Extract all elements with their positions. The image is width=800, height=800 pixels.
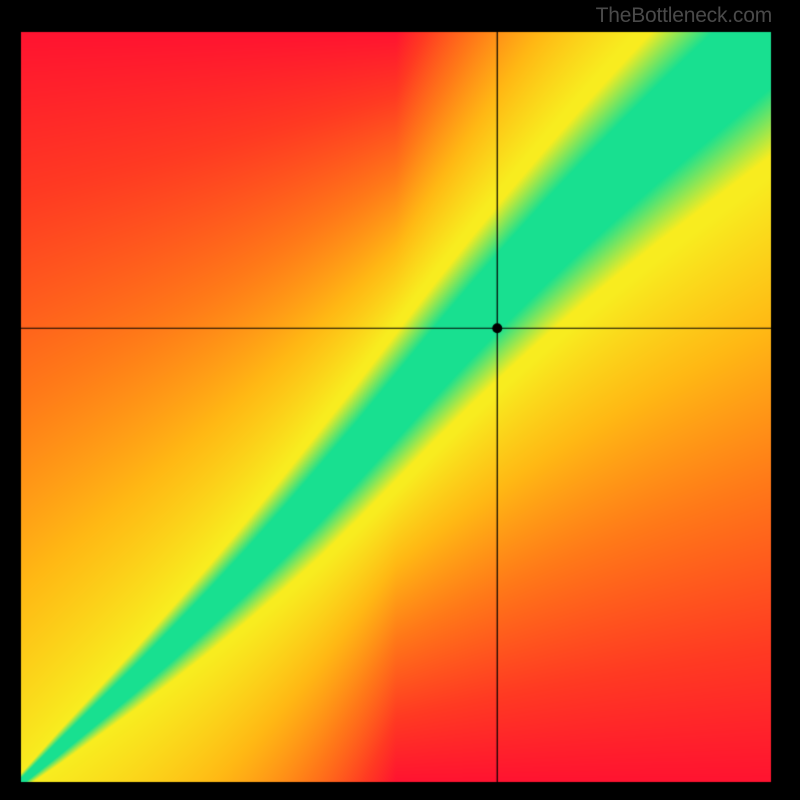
chart-container: TheBottleneck.com <box>0 0 800 800</box>
attribution-text: TheBottleneck.com <box>596 4 772 28</box>
bottleneck-heatmap <box>0 0 800 800</box>
